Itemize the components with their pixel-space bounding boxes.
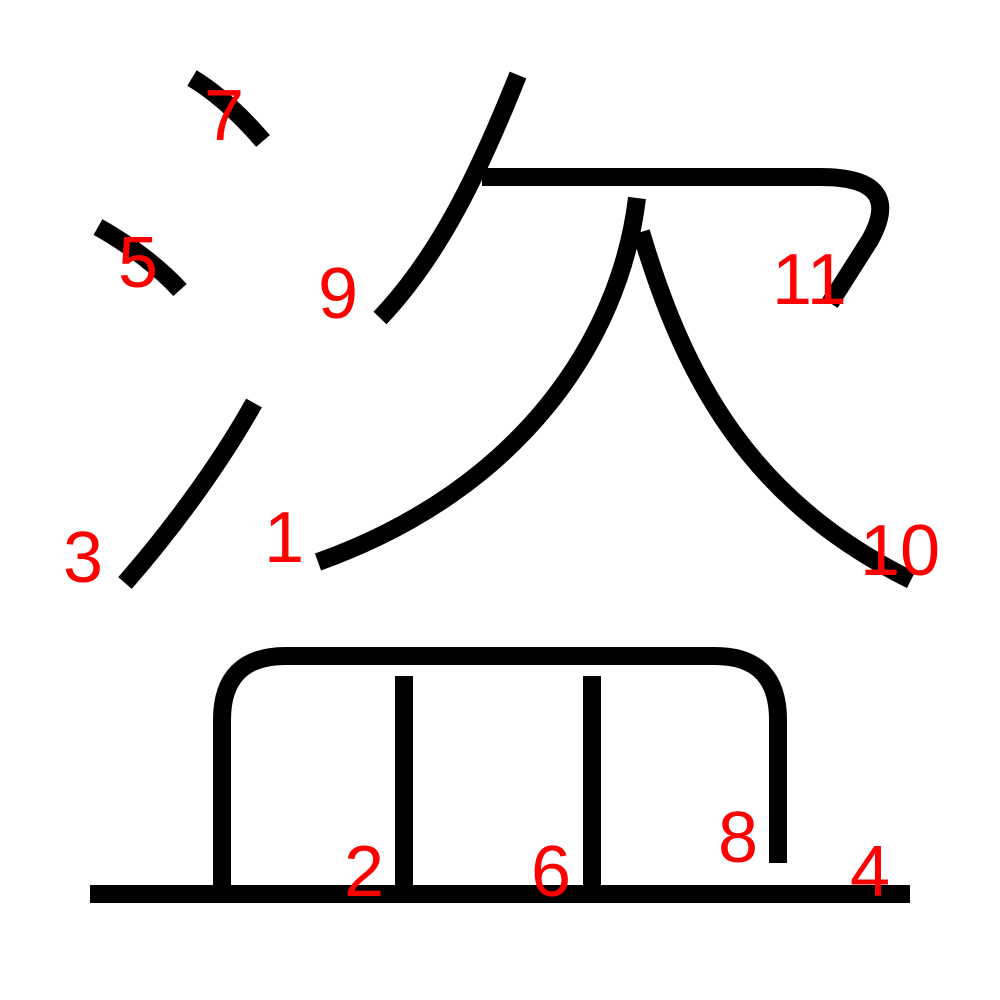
stroke-11 [482, 168, 889, 308]
stroke-8 [213, 647, 787, 893]
stroke-number-4: 4 [850, 832, 890, 912]
stroke-number-9: 9 [318, 254, 358, 334]
stroke-number-8: 8 [718, 798, 758, 878]
stroke-5 [93, 219, 187, 297]
stroke-number-3: 3 [63, 518, 103, 598]
stroke-number-10: 10 [860, 511, 940, 591]
stroke-number-1: 1 [264, 498, 304, 578]
stroke-10 [632, 229, 916, 589]
stroke-number-6: 6 [531, 832, 571, 912]
stroke-number-5: 5 [118, 223, 158, 303]
stroke-1 [314, 196, 646, 571]
stroke-7 [187, 70, 270, 147]
stroke-number-2: 2 [344, 832, 384, 912]
stroke-9 [373, 71, 527, 325]
stroke-number-11: 11 [772, 240, 847, 320]
stroke-3 [118, 398, 262, 589]
stroke-number-7: 7 [204, 76, 244, 156]
